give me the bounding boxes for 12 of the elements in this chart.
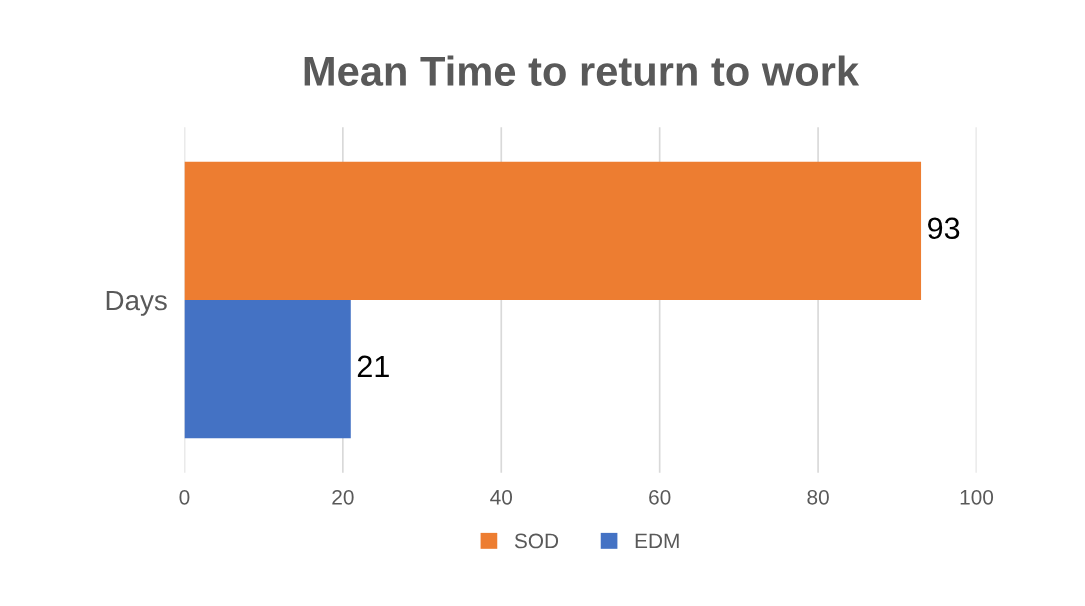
x-tick-label: 0 (179, 489, 190, 505)
chart-title: Mean Time to return to work (304, 55, 860, 86)
x-tick-label: 80 (807, 489, 829, 505)
legend-label: SOD (514, 533, 559, 549)
data-label: 93 (928, 217, 960, 240)
x-tick-label: 20 (332, 489, 354, 505)
x-tick-label: 40 (490, 489, 513, 505)
x-tick-label: 60 (649, 489, 671, 505)
x-tick-label: 100 (960, 489, 994, 505)
data-label: 21 (357, 355, 389, 377)
y-tick-label: Days (106, 290, 167, 316)
legend-label: EDM (635, 533, 679, 549)
